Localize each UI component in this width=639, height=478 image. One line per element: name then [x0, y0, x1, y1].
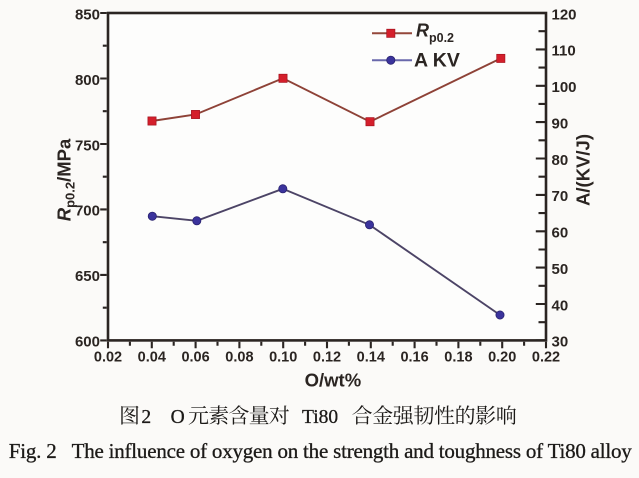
svg-text:0.02: 0.02	[94, 350, 122, 366]
svg-text:110: 110	[552, 43, 576, 60]
svg-text:60: 60	[552, 225, 569, 242]
svg-text:70: 70	[552, 188, 569, 205]
svg-text:80: 80	[552, 152, 569, 169]
svg-text:0.08: 0.08	[225, 350, 253, 366]
svg-text:600: 600	[75, 334, 100, 351]
svg-text:0.18: 0.18	[444, 350, 472, 366]
svg-text:Rp0.2: Rp0.2	[416, 21, 454, 46]
svg-text:90: 90	[552, 115, 569, 132]
svg-text:700: 700	[75, 203, 100, 220]
svg-text:120: 120	[552, 6, 577, 23]
svg-text:Fig. 2 The influence of oxyg: Fig. 2 The influence of oxygen on the st…	[9, 439, 633, 463]
svg-text:800: 800	[75, 72, 100, 89]
svg-text:A/(KV/J): A/(KV/J)	[573, 134, 594, 206]
svg-text:0.10: 0.10	[269, 350, 297, 366]
svg-text:2: 2	[141, 407, 151, 428]
svg-text:650: 650	[75, 268, 100, 285]
svg-text:750: 750	[75, 137, 100, 154]
svg-text:A KV: A KV	[414, 50, 460, 72]
svg-text:40: 40	[552, 297, 569, 314]
svg-text:0.20: 0.20	[488, 350, 516, 366]
svg-text:0.22: 0.22	[532, 350, 560, 366]
svg-text:O: O	[171, 407, 185, 428]
svg-text:50: 50	[552, 261, 569, 278]
svg-text:Ti80: Ti80	[302, 407, 338, 428]
svg-text:0.14: 0.14	[357, 350, 385, 366]
svg-text:O/wt%: O/wt%	[305, 369, 362, 390]
svg-text:0.06: 0.06	[181, 350, 209, 366]
svg-text:30: 30	[552, 334, 569, 351]
svg-text:0.12: 0.12	[313, 350, 341, 366]
svg-text:100: 100	[552, 79, 577, 96]
svg-text:Rp0.2/MPa: Rp0.2/MPa	[54, 138, 78, 221]
svg-text:850: 850	[75, 6, 100, 23]
svg-text:0.16: 0.16	[400, 350, 428, 366]
svg-text:0.04: 0.04	[138, 350, 166, 366]
